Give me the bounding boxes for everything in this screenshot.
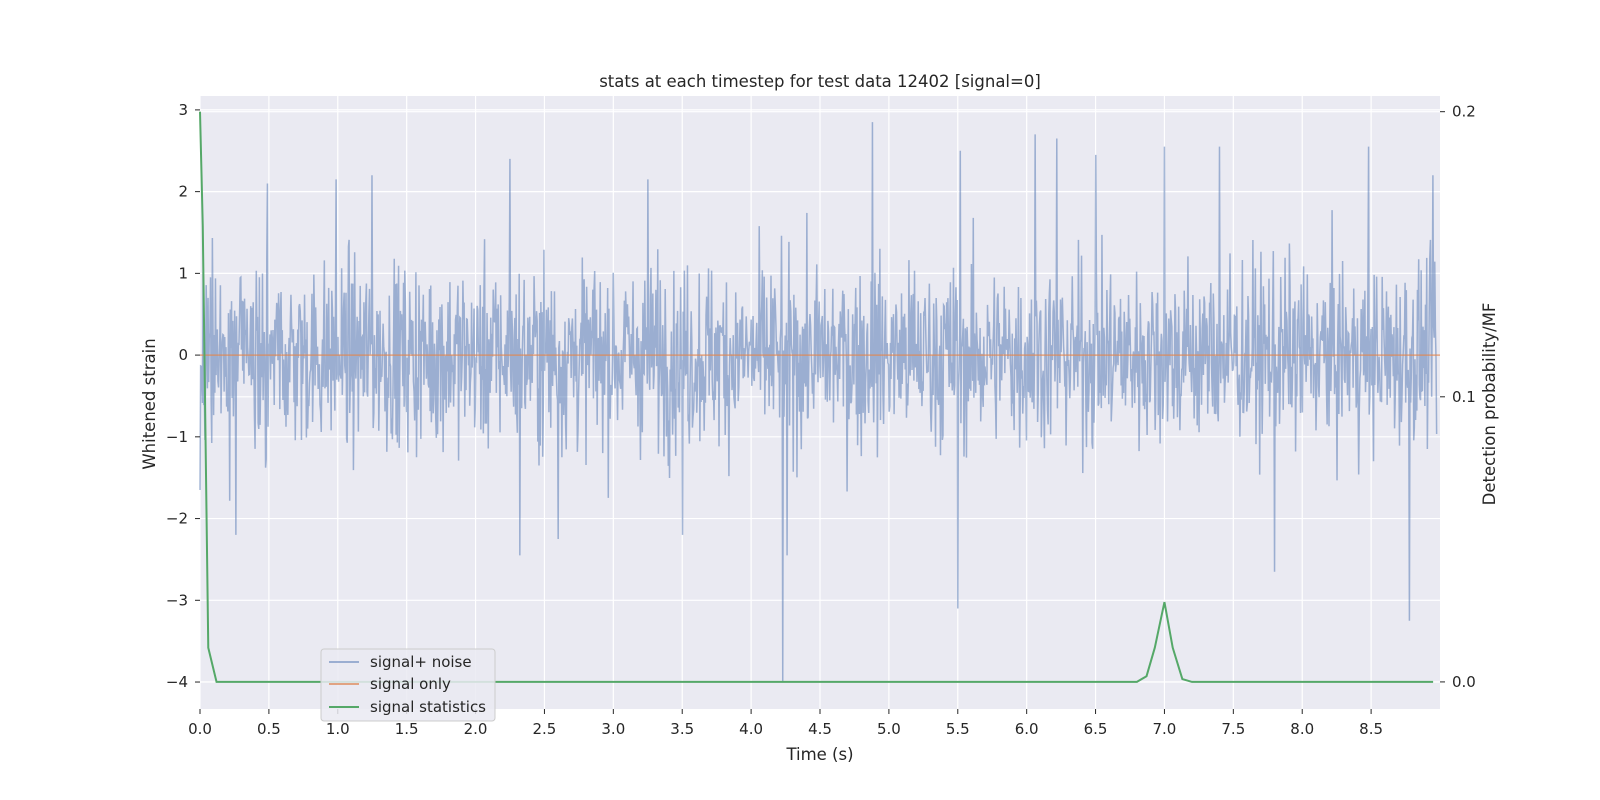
y-axis-right-label: Detection probability/MF	[1480, 303, 1499, 506]
x-tick-label: 0.5	[257, 720, 281, 738]
series-signal-noise-line	[199, 122, 1438, 683]
x-tick-label: 4.5	[808, 720, 832, 738]
y-tick-label: 2	[178, 183, 188, 201]
x-tick-label: 2.5	[533, 720, 557, 738]
x-tick-label: 5.0	[877, 720, 901, 738]
x-tick-label: 0.0	[188, 720, 212, 738]
x-tick-label: 1.0	[326, 720, 350, 738]
y-tick-label: 1	[178, 264, 188, 282]
x-tick-label: 3.5	[670, 720, 694, 738]
y-right-tick-label: 0.0	[1452, 673, 1476, 691]
y-tick-label: −1	[166, 428, 188, 446]
y-tick-label: 3	[178, 101, 188, 119]
series-layer	[199, 111, 1440, 683]
x-tick-label: 4.0	[739, 720, 763, 738]
y-tick-label: −3	[166, 591, 188, 609]
x-tick-label: 3.0	[601, 720, 625, 738]
legend-entry-signal-statistics: signal statistics	[370, 698, 486, 716]
x-tick-label: 7.0	[1153, 720, 1177, 738]
x-tick-label: 6.5	[1084, 720, 1108, 738]
x-tick-label: 6.0	[1015, 720, 1039, 738]
x-axis-label: Time (s)	[785, 745, 853, 764]
y-axis-label: Whitened strain	[140, 338, 159, 469]
legend-entry-signal-noise: signal+ noise	[370, 653, 472, 671]
ticks-layer: 0.0 0.5 1.0 1.5 2.0 2.5 3.0 3.5 4.0 4.5 5.0 5.5 6.0 6…	[166, 101, 1476, 738]
y-tick-label: −4	[166, 673, 188, 691]
y-right-tick-label: 0.2	[1452, 103, 1476, 121]
x-tick-label: 5.5	[946, 720, 970, 738]
x-tick-label: 1.5	[395, 720, 419, 738]
legend-box	[320, 648, 496, 722]
x-tick-label: 2.0	[464, 720, 488, 738]
x-tick-label: 8.5	[1359, 720, 1383, 738]
x-tick-label: 7.5	[1221, 720, 1245, 738]
y-right-tick-label: 0.1	[1452, 388, 1476, 406]
chart-title: stats at each timestep for test data 124…	[599, 72, 1041, 91]
legend-entry-signal-only: signal only	[370, 675, 451, 693]
x-tick-label: 8.0	[1290, 720, 1314, 738]
legend: signal+ noise signal only signal statist…	[320, 648, 496, 722]
y-tick-label: −2	[166, 510, 188, 528]
series-signal-statistics-line	[199, 111, 1434, 683]
y-tick-label: 0	[178, 346, 188, 364]
